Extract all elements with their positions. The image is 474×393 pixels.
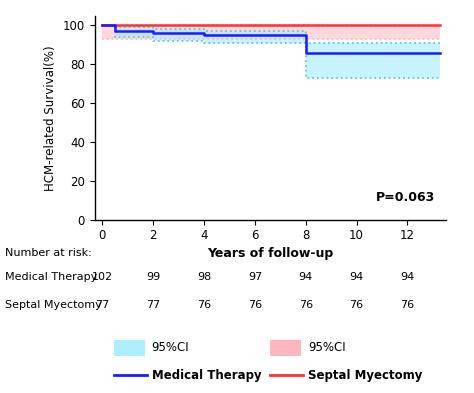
Text: 77: 77 — [146, 299, 160, 310]
Text: Number at risk:: Number at risk: — [5, 248, 91, 259]
Text: 94: 94 — [401, 272, 415, 282]
Text: 76: 76 — [349, 299, 364, 310]
Text: Septal Myectomy: Septal Myectomy — [5, 299, 101, 310]
Text: 76: 76 — [299, 299, 313, 310]
Text: 99: 99 — [146, 272, 160, 282]
Text: 95%CI: 95%CI — [308, 341, 346, 354]
Text: P=0.063: P=0.063 — [376, 191, 435, 204]
Text: 76: 76 — [248, 299, 262, 310]
Text: Years of follow-up: Years of follow-up — [207, 247, 333, 260]
Text: 76: 76 — [401, 299, 414, 310]
Text: 98: 98 — [197, 272, 211, 282]
Text: Medical Therapy: Medical Therapy — [152, 369, 261, 382]
Text: Septal Myectomy: Septal Myectomy — [308, 369, 422, 382]
Text: 77: 77 — [95, 299, 109, 310]
Text: 94: 94 — [299, 272, 313, 282]
Text: 94: 94 — [349, 272, 364, 282]
Text: Medical Therapy: Medical Therapy — [5, 272, 97, 282]
Text: 76: 76 — [197, 299, 211, 310]
Text: 95%CI: 95%CI — [152, 341, 189, 354]
Text: 97: 97 — [248, 272, 262, 282]
Text: 102: 102 — [92, 272, 113, 282]
Y-axis label: HCM-related Survival(%): HCM-related Survival(%) — [44, 45, 57, 191]
